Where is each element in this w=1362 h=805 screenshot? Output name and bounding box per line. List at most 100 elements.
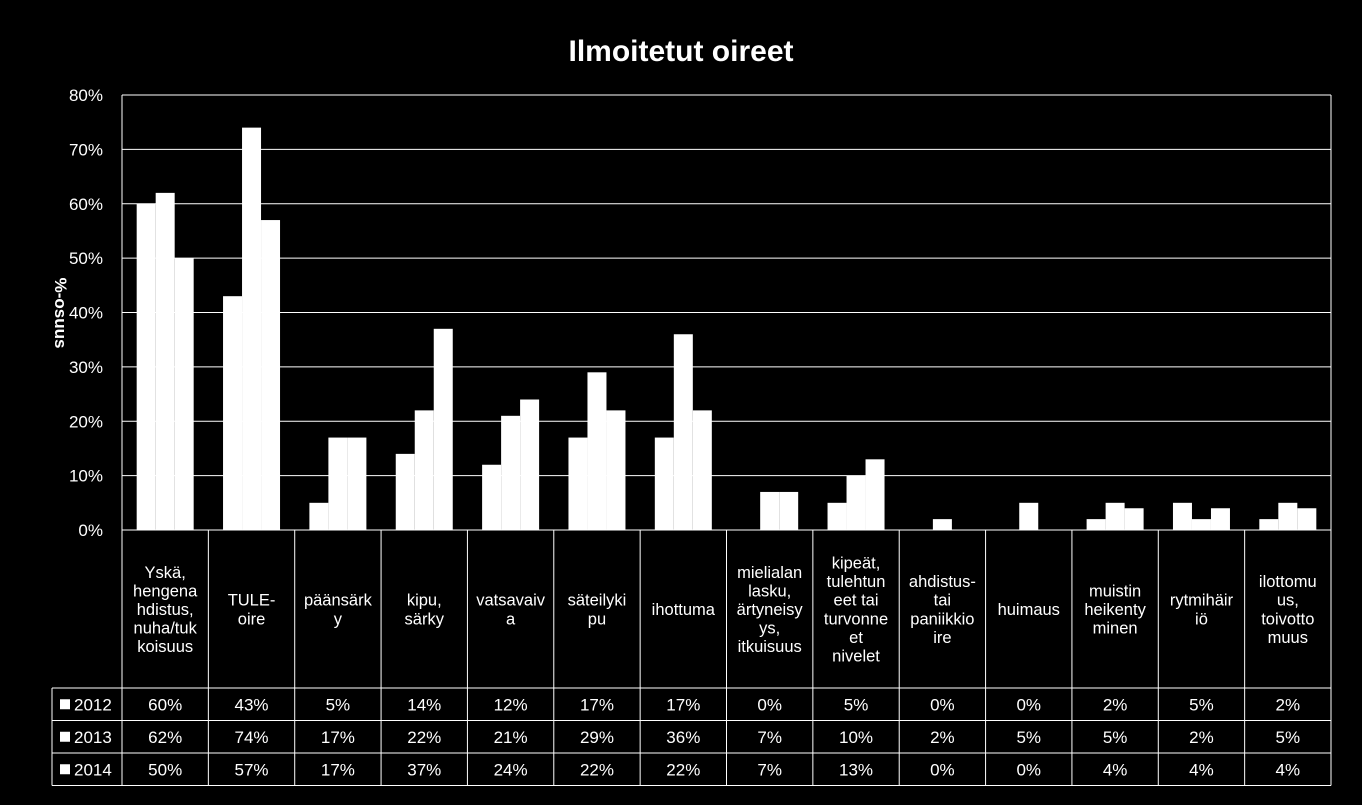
bar-2014-7 xyxy=(779,491,799,530)
y-tick-label: 40% xyxy=(69,304,103,323)
series-name: 2013 xyxy=(74,728,112,747)
data-label: 12% xyxy=(494,695,528,714)
bar-2013-2 xyxy=(328,437,348,530)
data-label: 62% xyxy=(148,728,182,747)
data-label: 0% xyxy=(1016,760,1041,779)
data-label: 37% xyxy=(407,760,441,779)
data-label: 24% xyxy=(494,760,528,779)
legend-key-2014 xyxy=(60,764,70,775)
data-label: 5% xyxy=(1103,728,1128,747)
bar-2012-8 xyxy=(827,502,847,530)
bar-2012-0 xyxy=(136,203,156,530)
category-label: päänsärk y xyxy=(304,592,373,629)
category-label: TULE-oire xyxy=(228,592,276,629)
bar-2012-12 xyxy=(1172,502,1192,530)
bar-2013-11 xyxy=(1105,502,1125,530)
legend-key-2013 xyxy=(60,731,70,742)
category-label: kipu, särky xyxy=(405,592,445,629)
data-label: 17% xyxy=(321,728,355,747)
data-label: 29% xyxy=(580,728,614,747)
y-tick-labels: 0% 10% 20% 30% 40% 50% 60% 70% 80% xyxy=(69,86,103,540)
data-label: 7% xyxy=(757,728,782,747)
bar-2014-12 xyxy=(1210,508,1230,530)
bar-2012-11 xyxy=(1086,519,1106,530)
bar-2013-0 xyxy=(155,192,175,530)
data-label: 60% xyxy=(148,695,182,714)
y-tick-label: 50% xyxy=(69,249,103,268)
category-label: vatsavaiv a xyxy=(476,592,546,629)
bar-2014-5 xyxy=(606,410,626,530)
category-label: mielialan lasku, ärtyneisy ys, itkuisuus xyxy=(737,564,804,656)
bar-2012-3 xyxy=(395,453,415,530)
bar-2013-12 xyxy=(1191,519,1211,530)
data-label: 10% xyxy=(839,728,873,747)
category-label: säteilyki pu xyxy=(568,592,627,629)
data-label: 2% xyxy=(1276,695,1301,714)
bar-2013-10 xyxy=(1019,502,1039,530)
bar-2014-11 xyxy=(1124,508,1144,530)
data-label: 7% xyxy=(757,760,782,779)
data-label: 17% xyxy=(321,760,355,779)
bar-2014-1 xyxy=(261,220,281,530)
bar-2012-6 xyxy=(654,437,674,530)
category-label: muistin heikenty minen xyxy=(1084,582,1146,637)
category-label: ihottuma xyxy=(652,601,716,619)
y-tick-label: 80% xyxy=(69,86,103,105)
bars xyxy=(136,127,1317,530)
data-label: 36% xyxy=(666,728,700,747)
data-label: 74% xyxy=(235,728,269,747)
bar-2013-6 xyxy=(673,334,693,530)
y-tick-label: 20% xyxy=(69,412,103,431)
y-tick-label: 10% xyxy=(69,467,103,486)
data-label: 4% xyxy=(1103,760,1128,779)
data-label: 43% xyxy=(235,695,269,714)
data-label: 0% xyxy=(1016,695,1041,714)
bar-2013-4 xyxy=(501,415,521,530)
data-label: 2% xyxy=(1189,728,1214,747)
bar-2013-9 xyxy=(932,519,952,530)
bar-2014-6 xyxy=(692,410,712,530)
bar-2014-8 xyxy=(865,459,885,530)
bar-2012-1 xyxy=(223,296,243,530)
data-label: 5% xyxy=(1189,695,1214,714)
data-label: 21% xyxy=(494,728,528,747)
bar-2012-4 xyxy=(482,464,502,530)
bar-2013-5 xyxy=(587,372,607,530)
data-label: 2% xyxy=(1103,695,1128,714)
data-table: Yskä, hengena hdistus, nuha/tuk koisuus TULE-… xyxy=(51,529,1332,786)
data-label: 0% xyxy=(930,695,955,714)
data-label: 5% xyxy=(1016,728,1041,747)
bar-2014-0 xyxy=(174,258,194,530)
data-label: 22% xyxy=(407,728,441,747)
bar-2014-13 xyxy=(1297,508,1317,530)
data-label: 5% xyxy=(1276,728,1301,747)
bar-2014-4 xyxy=(520,399,540,530)
data-label: 14% xyxy=(407,695,441,714)
data-label: 4% xyxy=(1276,760,1301,779)
category-label: Yskä, hengena hdistus, nuha/tuk koisuus xyxy=(133,564,198,656)
category-label: kipeät, tulehtun eet tai turvonne et nivelet xyxy=(824,555,888,666)
data-label: 0% xyxy=(757,695,782,714)
bar-2013-7 xyxy=(760,491,780,530)
data-label: 5% xyxy=(844,695,869,714)
data-label: 17% xyxy=(580,695,614,714)
bar-2013-13 xyxy=(1278,502,1298,530)
bar-2013-3 xyxy=(414,410,434,530)
bar-2013-1 xyxy=(242,127,262,530)
category-label: ahdistus-tai paniikkio ire xyxy=(909,573,976,647)
data-label: 5% xyxy=(326,695,351,714)
legend-key-2012 xyxy=(60,699,70,710)
bar-2012-2 xyxy=(309,502,329,530)
chart-title: Ilmoitetut oireet xyxy=(568,35,793,68)
series-name: 2012 xyxy=(74,695,112,714)
bar-2012-5 xyxy=(568,437,588,530)
data-label: 22% xyxy=(666,760,700,779)
data-label: 57% xyxy=(235,760,269,779)
y-tick-label: 0% xyxy=(78,521,103,540)
category-label: ilottomu us, toivotto muus xyxy=(1259,573,1317,647)
y-tick-label: 60% xyxy=(69,195,103,214)
y-tick-label: 30% xyxy=(69,358,103,377)
data-label: 22% xyxy=(580,760,614,779)
data-label: 50% xyxy=(148,760,182,779)
